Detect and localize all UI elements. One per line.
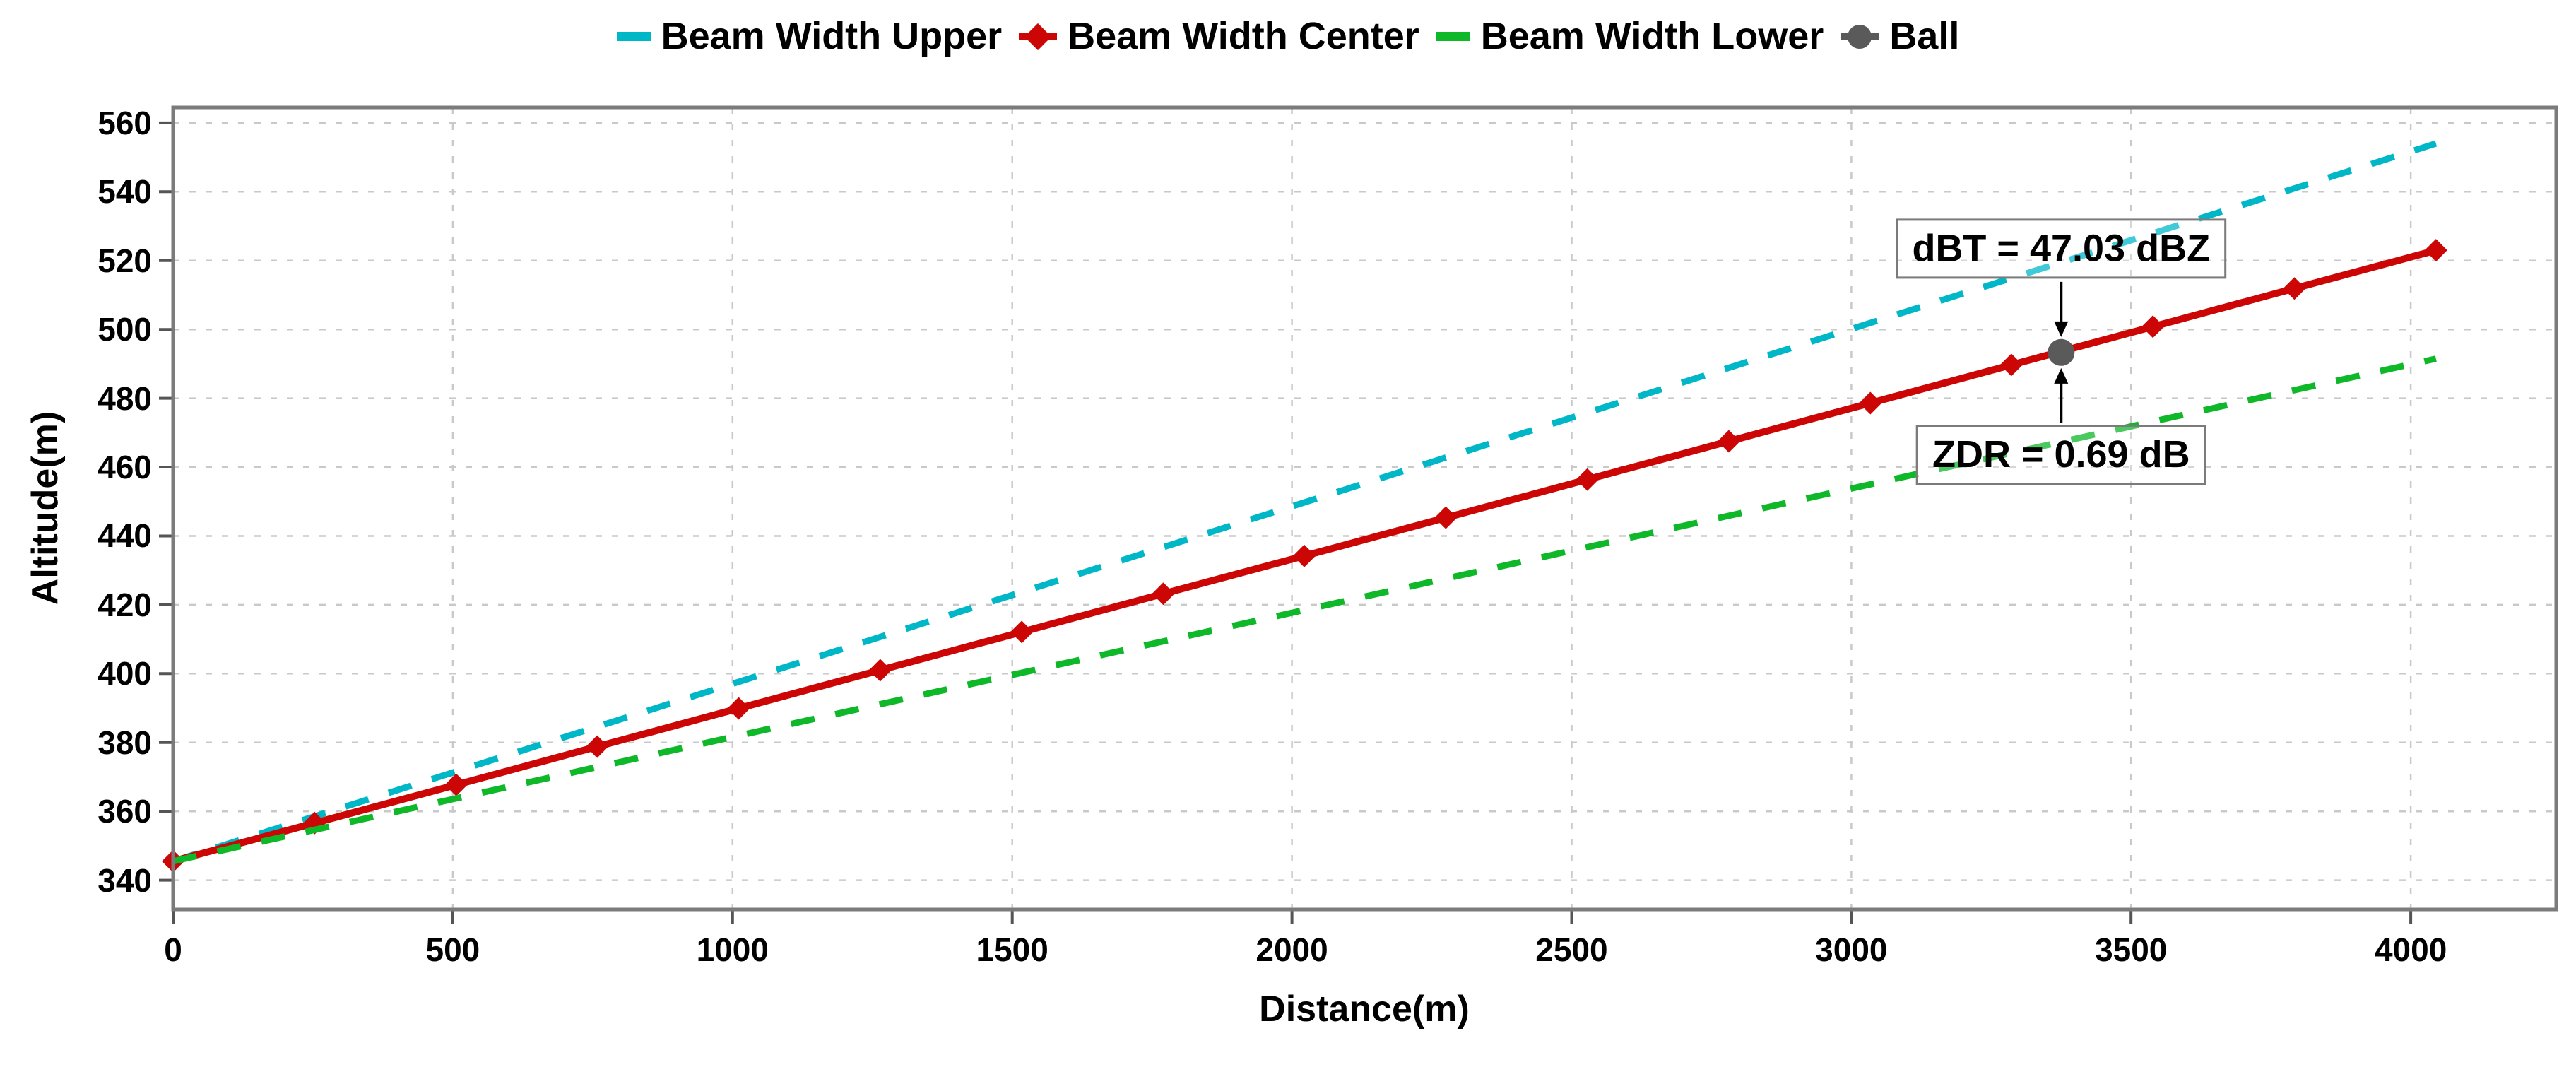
y-tick-label-500: 500: [98, 311, 152, 348]
beam-width-center-line: [162, 239, 2447, 873]
data-point-marker: [1717, 430, 1740, 453]
x-tick-label-4000: 4000: [2374, 931, 2447, 968]
data-point-marker: [1859, 391, 1882, 415]
legend-label-ball: Ball: [1889, 15, 1960, 57]
ball-circle-icon: [1841, 24, 1879, 49]
y-tick-label-480: 480: [98, 379, 152, 417]
x-tick-label-500: 500: [425, 931, 480, 968]
x-tick-label-0: 0: [164, 931, 182, 968]
legend-item-beam-width-upper: Beam Width Upper: [616, 15, 1003, 57]
beam-width-upper-line: [172, 140, 2438, 865]
y-tick-label-440: 440: [98, 517, 152, 555]
data-point-marker: [1999, 353, 2023, 377]
y-tick-label-340: 340: [98, 861, 152, 899]
data-point-marker: [586, 735, 609, 758]
y-tick-label-360: 360: [98, 793, 152, 830]
y-tick-label-560: 560: [98, 104, 152, 141]
legend-item-beam-width-lower: Beam Width Lower: [1436, 15, 1824, 57]
legend-item-beam-width-center: Beam Width Center: [1019, 15, 1419, 57]
legend-label-beam-width-lower: Beam Width Lower: [1480, 15, 1824, 57]
data-point-marker: [2141, 315, 2165, 338]
y-tick-label-380: 380: [98, 724, 152, 761]
annotation-arrows: [2054, 281, 2069, 423]
cyan-dash-icon: [616, 32, 651, 42]
red-diamond-icon: [1019, 23, 1058, 50]
x-tick-label-2500: 2500: [1535, 931, 1608, 968]
gridlines: [173, 107, 2556, 909]
data-point-marker: [727, 697, 750, 720]
data-point-marker: [444, 773, 468, 796]
x-tick-label-3500: 3500: [2095, 931, 2168, 968]
up-arrow-icon: [2054, 367, 2069, 384]
data-point-marker: [2424, 239, 2447, 262]
y-tick-label-520: 520: [98, 242, 152, 279]
y-axis-label: Altitude(m): [25, 411, 66, 606]
x-tick-label-1000: 1000: [696, 931, 769, 968]
axis-tick-marks: [159, 121, 2413, 924]
x-axis-label: Distance(m): [1259, 989, 1470, 1030]
data-point-marker: [1434, 506, 1458, 529]
y-tick-label-400: 400: [98, 655, 152, 692]
legend-label-beam-width-upper: Beam Width Upper: [661, 15, 1003, 57]
dbt-annotation: dBT = 47.03 dBZ: [1896, 218, 2227, 279]
legend-label-beam-width-center: Beam Width Center: [1068, 15, 1419, 57]
ball-marker: [2048, 338, 2075, 366]
y-tick-label-540: 540: [98, 173, 152, 211]
green-dash-icon: [1436, 32, 1470, 42]
data-point-marker: [1576, 468, 1599, 491]
y-tick-label-420: 420: [98, 586, 152, 623]
x-tick-label-3000: 3000: [1815, 931, 1888, 968]
legend: Beam Width Upper Beam Width Center Beam …: [0, 15, 2576, 57]
y-tick-label-460: 460: [98, 449, 152, 486]
plot-frame: [171, 105, 2558, 912]
data-point-marker: [1292, 544, 1316, 567]
data-point-marker: [2283, 277, 2306, 300]
data-point-marker: [1010, 620, 1034, 644]
x-tick-label-1500: 1500: [976, 931, 1048, 968]
data-point-marker: [1152, 582, 1175, 606]
data-point-marker: [868, 659, 892, 682]
x-tick-label-2000: 2000: [1255, 931, 1328, 968]
zdr-annotation: ZDR = 0.69 dB: [1915, 424, 2206, 485]
legend-item-ball: Ball: [1841, 15, 1960, 57]
down-arrow-icon: [2054, 321, 2069, 337]
